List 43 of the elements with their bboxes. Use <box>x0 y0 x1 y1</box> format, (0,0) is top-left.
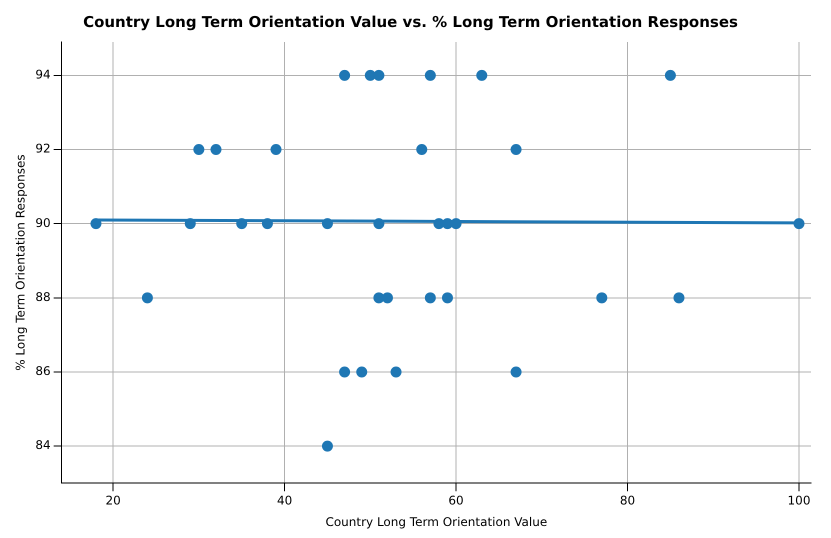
point <box>416 144 428 156</box>
point <box>322 218 333 230</box>
chart-title: Country Long Term Orientation Value vs. % Long Term Orientation Responses <box>83 12 738 31</box>
point <box>424 292 436 304</box>
point <box>142 292 153 304</box>
point <box>793 218 804 230</box>
y-tick-label: 88 <box>35 290 51 304</box>
point <box>442 292 453 304</box>
point <box>382 292 393 304</box>
point <box>673 292 684 304</box>
point <box>510 366 522 378</box>
point <box>270 144 282 156</box>
point <box>450 218 462 230</box>
point <box>373 218 384 230</box>
x-axis-title: Country Long Term Orientation Value <box>325 514 548 529</box>
y-tick-label: 90 <box>35 216 51 230</box>
point <box>184 218 196 230</box>
y-tick-label: 94 <box>35 67 51 82</box>
x-tick-label: 20 <box>105 494 121 508</box>
point <box>476 70 488 81</box>
point <box>90 218 102 230</box>
point <box>373 70 384 81</box>
point <box>356 366 368 378</box>
y-axis-title: % Long Term Orientation Responses <box>13 154 28 371</box>
x-tick-label: 80 <box>620 494 636 508</box>
y-tick-label: 92 <box>35 142 51 156</box>
point <box>210 144 222 156</box>
point <box>262 218 273 230</box>
x-tick-label: 60 <box>448 494 464 508</box>
x-tick-label: 100 <box>788 494 810 508</box>
point <box>193 144 204 156</box>
point <box>510 144 522 156</box>
point <box>339 366 350 378</box>
y-tick-label: 86 <box>35 364 51 378</box>
point <box>236 218 248 230</box>
point <box>596 292 608 304</box>
y-tick-label: 84 <box>35 438 51 452</box>
point <box>424 70 436 81</box>
point <box>339 70 350 81</box>
point <box>322 440 333 452</box>
point <box>664 70 676 81</box>
point <box>390 366 402 378</box>
x-tick-label: 40 <box>276 494 292 508</box>
